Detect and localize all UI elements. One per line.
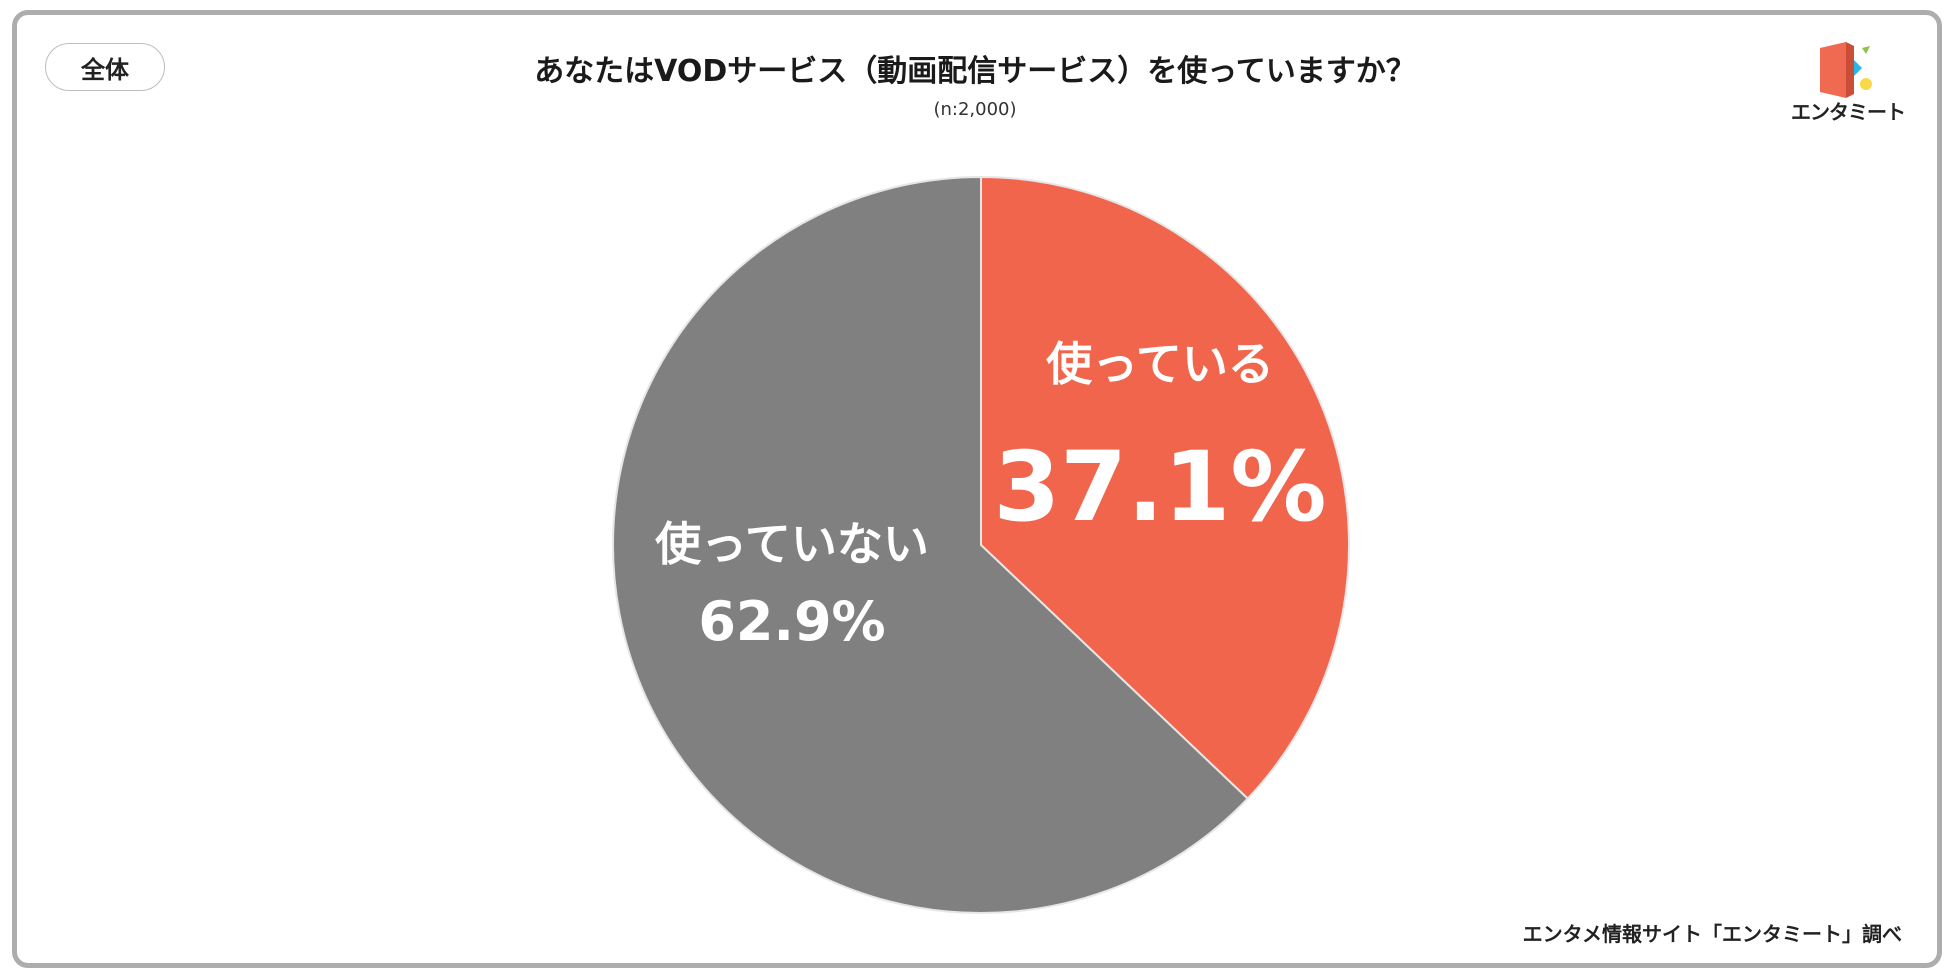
chart-title: あなたはVODサービス（動画配信サービス）を使っていますか？ <box>534 54 1416 89</box>
slice-category-label-2: 使っていない <box>655 517 929 571</box>
segment-badge: 全体 <box>45 43 165 91</box>
chart-subtitle: (n:2,000) <box>933 99 1017 120</box>
slice-value-label-1: 37.1% <box>993 431 1326 543</box>
logo-blue-shape <box>1854 60 1862 76</box>
entameet-logo-icon <box>1820 42 1872 98</box>
pie-slice-2 <box>612 175 1250 914</box>
logo-door-shape <box>1820 42 1846 98</box>
logo-green-shape <box>1862 46 1870 54</box>
pie-slice-1 <box>980 175 1350 801</box>
pie-slices <box>612 175 1350 914</box>
source-note: エンタメ情報サイト「エンタミート」調べ <box>1522 922 1902 946</box>
pie-labels: 使っている 37.1% 使っていない 62.9% <box>655 337 1326 653</box>
logo-yellow-dot <box>1860 78 1872 90</box>
logo-door-side-shape <box>1846 42 1854 98</box>
slice-category-label-1: 使っている <box>1046 337 1274 391</box>
logo-text: エンタミート <box>1791 100 1906 124</box>
slice-value-label-2: 62.9% <box>698 590 885 653</box>
